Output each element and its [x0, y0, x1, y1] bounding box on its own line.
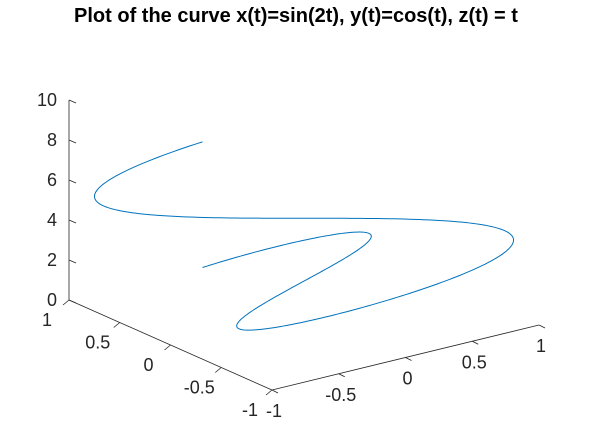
z-tick-mark — [68, 179, 77, 184]
y-tick-label: 0.5 — [85, 333, 110, 353]
y-tick-mark — [214, 367, 222, 373]
y-tick-label: 0 — [143, 355, 153, 375]
x-tick-mark — [271, 389, 279, 394]
x-tick-mark — [472, 340, 479, 345]
axis-ticks — [62, 99, 546, 396]
z-tick-mark — [68, 219, 77, 224]
z-tick-mark — [68, 99, 77, 104]
x-tick-label: 0 — [402, 369, 412, 389]
x-tick-label: -0.5 — [325, 385, 356, 405]
axes — [68, 100, 540, 391]
y-tick-label: 1 — [42, 310, 52, 330]
z-tick-label: 4 — [47, 210, 57, 230]
y-tick-mark — [62, 299, 70, 306]
x-tick-label: -1 — [266, 401, 282, 421]
x-tick-label: 1 — [536, 336, 546, 356]
y-tick-mark — [265, 389, 273, 396]
z-tick-label: 8 — [47, 130, 57, 150]
z-tick-mark — [68, 299, 77, 304]
chart-title: Plot of the curve x(t)=sin(2t), y(t)=cos… — [74, 5, 518, 27]
y-tick-label: -0.5 — [184, 378, 215, 398]
z-tick-label: 10 — [37, 90, 57, 110]
z-tick-label: 0 — [47, 290, 57, 310]
x-tick-label: 0.5 — [462, 352, 487, 372]
x-tick-mark — [405, 357, 412, 361]
x-tick-mark — [538, 324, 546, 329]
y-tick-mark — [164, 344, 171, 351]
y-tick-label: -1 — [242, 400, 258, 420]
z-tick-mark — [68, 259, 77, 264]
series-line-0 — [93, 141, 515, 331]
z-tick-label: 6 — [47, 170, 57, 190]
x-tick-mark — [338, 373, 345, 378]
z-tick-mark — [68, 139, 77, 144]
y-tick-mark — [113, 322, 121, 328]
z-tick-label: 2 — [47, 250, 57, 270]
series-group — [93, 141, 515, 331]
